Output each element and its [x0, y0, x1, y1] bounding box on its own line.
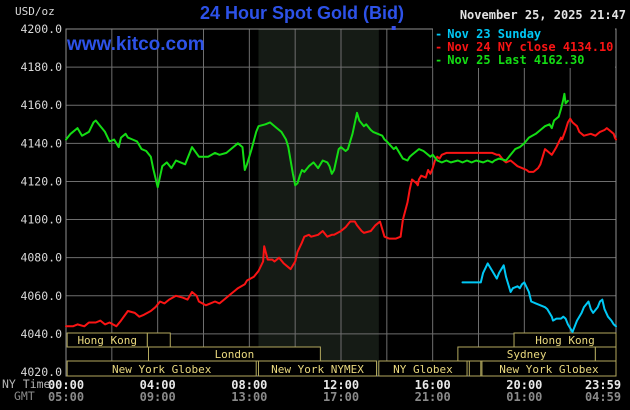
- y-tick-label: 4060.0: [20, 289, 62, 303]
- page-title: 24 Hour Spot Gold (Bid): [200, 3, 404, 23]
- series-line-1: [65, 117, 617, 328]
- legend-dash-icon: -: [435, 27, 443, 41]
- y-tick-label: 4040.0: [20, 327, 62, 341]
- y-tick-label: 4120.0: [20, 174, 62, 188]
- chart-legend: - Nov 23 Sunday - Nov 24 NY close 4134.10 …: [433, 27, 616, 68]
- session-box: [146, 332, 171, 348]
- session-box: [481, 360, 617, 377]
- y-tick-label: 4140.0: [20, 136, 62, 150]
- x-tick-ny: 20:00: [506, 378, 542, 392]
- session-label: NY Globex: [393, 363, 453, 376]
- y-tick-label: 4180.0: [20, 60, 62, 74]
- gmt-axis-label: GMT: [14, 389, 35, 403]
- legend-label: Nov 25 Last 4162.30: [447, 53, 585, 67]
- session-box: [258, 360, 378, 377]
- session-box: [66, 360, 257, 377]
- session-label: London: [215, 348, 255, 361]
- legend-label: Nov 24 NY close 4134.10: [447, 40, 614, 54]
- nymex-session-band: [258, 29, 379, 376]
- legend-item-nov23: - Nov 23 Sunday: [435, 28, 613, 41]
- x-tick-gmt: 01:00: [506, 390, 542, 404]
- session-label: Hong Kong: [535, 334, 595, 347]
- session-box: [378, 360, 468, 377]
- x-tick-ny: 04:00: [140, 378, 176, 392]
- x-tick-ny: 16:00: [415, 378, 451, 392]
- x-tick-gmt: 17:00: [323, 390, 359, 404]
- top-marker-tick: [391, 26, 396, 30]
- y-tick-label: 4160.0: [20, 98, 62, 112]
- legend-item-nov24: - Nov 24 NY close 4134.10: [435, 41, 613, 54]
- x-tick-ny: 12:00: [323, 378, 359, 392]
- legend-label: Nov 23 Sunday: [447, 27, 542, 41]
- y-tick-label: 4080.0: [20, 251, 62, 265]
- session-box: [468, 360, 482, 377]
- ny-time-axis-label: NY Time: [2, 377, 51, 391]
- x-tick-gmt: 05:00: [48, 390, 84, 404]
- y-tick-label: 4020.0: [20, 365, 62, 379]
- legend-item-nov25: - Nov 25 Last 4162.30: [435, 54, 613, 67]
- legend-dash-icon: -: [435, 53, 443, 67]
- x-tick-gmt: 04:59: [585, 390, 621, 404]
- x-tick-gmt: 21:00: [415, 390, 451, 404]
- x-tick-ny: 23:59: [585, 378, 621, 392]
- session-label: Hong Kong: [77, 334, 137, 347]
- session-label: New York Globex: [499, 363, 599, 376]
- session-box: [594, 346, 617, 362]
- x-tick-gmt: 13:00: [231, 390, 267, 404]
- price-unit-label: USD/oz: [15, 5, 55, 18]
- x-tick-ny: 00:00: [48, 378, 84, 392]
- x-tick-ny: 08:00: [231, 378, 267, 392]
- legend-dash-icon: -: [435, 40, 443, 54]
- session-label: New York Globex: [112, 363, 212, 376]
- session-label: Sydney: [507, 348, 547, 361]
- y-tick-label: 4100.0: [20, 213, 62, 227]
- chart-datetime: November 25, 2025 21:47: [459, 8, 626, 22]
- series-line-2: [65, 92, 569, 189]
- session-label: New York NYMEX: [271, 363, 364, 376]
- y-tick-label: 4200.0: [20, 22, 62, 36]
- x-tick-gmt: 09:00: [140, 390, 176, 404]
- kitco-watermark-link[interactable]: www.kitco.com: [67, 34, 205, 55]
- series-line-0: [461, 262, 617, 333]
